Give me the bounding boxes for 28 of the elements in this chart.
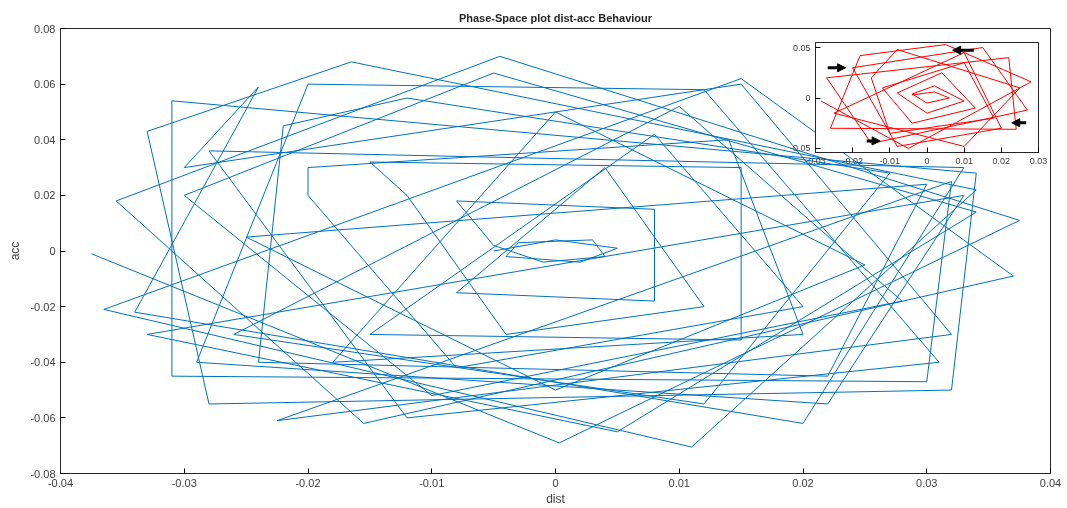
y-tick-label: 0 (49, 245, 56, 257)
x-tick-label: 0.03 (916, 476, 938, 489)
y-tick-label: 0.05 (792, 42, 811, 53)
x-tick-label: -0.01 (879, 155, 901, 166)
y-tick-label: 0.08 (34, 22, 56, 35)
x-tick-label: -0.02 (295, 476, 321, 489)
x-tick-label: 0.01 (668, 476, 690, 489)
x-tick-label: 0.04 (1039, 476, 1062, 489)
y-tick-label: 0 (805, 93, 811, 103)
y-tick-label: -0.04 (30, 356, 56, 369)
y-tick-label: -0.02 (30, 300, 56, 313)
y-tick-label: 0.04 (34, 133, 56, 146)
x-axis-title: dist (546, 491, 566, 506)
y-tick-label: -0.06 (30, 411, 56, 424)
x-tick-label: -0.01 (419, 476, 445, 489)
y-tick-label: 0.02 (34, 189, 56, 202)
chart-title: Phase-Space plot dist-acc Behaviour (458, 11, 653, 24)
x-tick-label: -0.03 (171, 476, 197, 489)
line-series (820, 44, 1032, 149)
x-tick-label: 0.02 (992, 155, 1011, 166)
y-tick-label: 0.06 (34, 78, 56, 91)
y-axis-title: acc (8, 241, 23, 261)
x-tick-label: 0 (924, 155, 930, 166)
line-series (90, 55, 1021, 448)
x-tick-label: 0.03 (1029, 155, 1048, 166)
x-tick-label: 0.01 (955, 155, 973, 166)
x-tick-label: 0 (552, 476, 559, 489)
x-tick-label: -0.03 (805, 155, 826, 166)
